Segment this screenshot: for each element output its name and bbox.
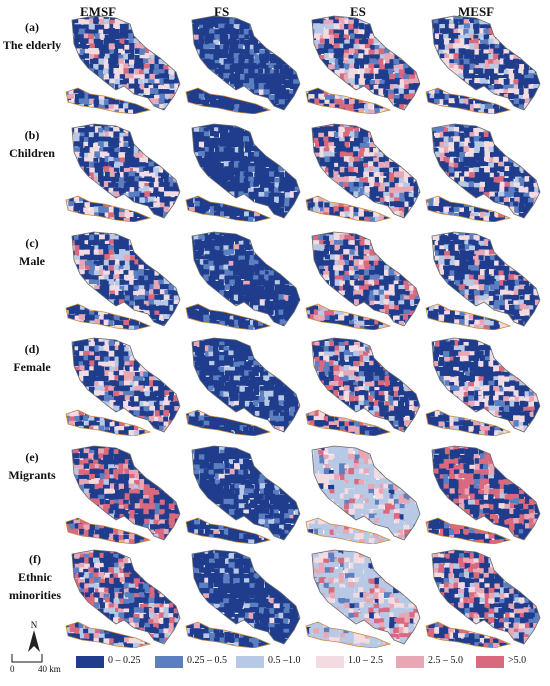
row-id: (b)	[24, 128, 40, 142]
legend-label: >5.0	[508, 655, 527, 666]
legend-swatch	[476, 656, 504, 668]
scale-bar: 0 40 km	[8, 652, 78, 680]
row-id: (d)	[24, 342, 40, 356]
map-panel	[185, 231, 301, 330]
legend-label: 0.25 – 0.5	[187, 655, 227, 666]
row-id: (f)	[29, 552, 41, 566]
map-panel	[185, 123, 301, 222]
map-panel	[65, 123, 181, 222]
legend-swatch	[316, 656, 344, 668]
map-panel	[305, 337, 421, 436]
row-name: Ethnic minorities	[9, 570, 61, 602]
map-panel	[185, 15, 301, 114]
legend: 0 – 0.25 0.25 – 0.5 0.5 –1.0 1.0 – 2.5 2…	[76, 648, 546, 674]
legend-label: 0 – 0.25	[108, 655, 141, 666]
map-panel	[305, 549, 421, 648]
column-header-mesf: MESF	[458, 4, 495, 19]
map-panel	[65, 337, 181, 436]
row-name: Children	[9, 146, 55, 160]
legend-label: 0.5 –1.0	[268, 655, 301, 666]
legend-label: 1.0 – 2.5	[348, 655, 383, 666]
map-panel	[65, 445, 181, 544]
legend-swatch	[155, 656, 183, 668]
column-header-es: ES	[350, 4, 366, 19]
row-name: Female	[13, 360, 51, 374]
legend-swatch	[76, 656, 104, 668]
column-header-emsf: EMSF	[80, 4, 117, 19]
north-arrow-icon: N	[28, 620, 40, 652]
legend-swatch	[396, 656, 424, 668]
map-panel	[425, 549, 541, 648]
row-label-migrants: (e) Migrants	[0, 448, 64, 484]
row-id: (c)	[25, 236, 39, 250]
row-label-male: (c) Male	[0, 234, 64, 270]
map-panel	[305, 123, 421, 222]
row-label-elderly: (a) The elderly	[0, 18, 64, 54]
legend-label: 2.5 – 5.0	[428, 655, 463, 666]
row-name: Male	[19, 254, 45, 268]
row-id: (e)	[25, 450, 39, 464]
column-header-fs: FS	[214, 4, 230, 19]
map-panel	[65, 549, 181, 648]
map-panel	[425, 445, 541, 544]
map-panel	[185, 445, 301, 544]
map-panel	[305, 445, 421, 544]
scale-start-label: 0	[10, 664, 15, 674]
row-name: The elderly	[2, 38, 62, 52]
map-panel	[65, 231, 181, 330]
map-panel	[425, 123, 541, 222]
map-panel	[305, 15, 421, 114]
scale-end-label: 40 km	[38, 664, 61, 674]
map-panel	[425, 15, 541, 114]
row-name: Migrants	[8, 468, 56, 482]
map-panel	[425, 337, 541, 436]
map-panel	[185, 549, 301, 648]
row-id: (a)	[25, 20, 39, 34]
row-label-ethnic-minorities: (f) Ethnic minorities	[0, 550, 70, 604]
legend-swatch	[236, 656, 264, 668]
row-label-children: (b) Children	[0, 126, 64, 162]
map-panel	[425, 231, 541, 330]
map-panel	[185, 337, 301, 436]
scale-bar-line	[11, 654, 43, 663]
map-panel	[305, 231, 421, 330]
map-panel	[65, 15, 181, 114]
row-label-female: (d) Female	[0, 340, 64, 376]
